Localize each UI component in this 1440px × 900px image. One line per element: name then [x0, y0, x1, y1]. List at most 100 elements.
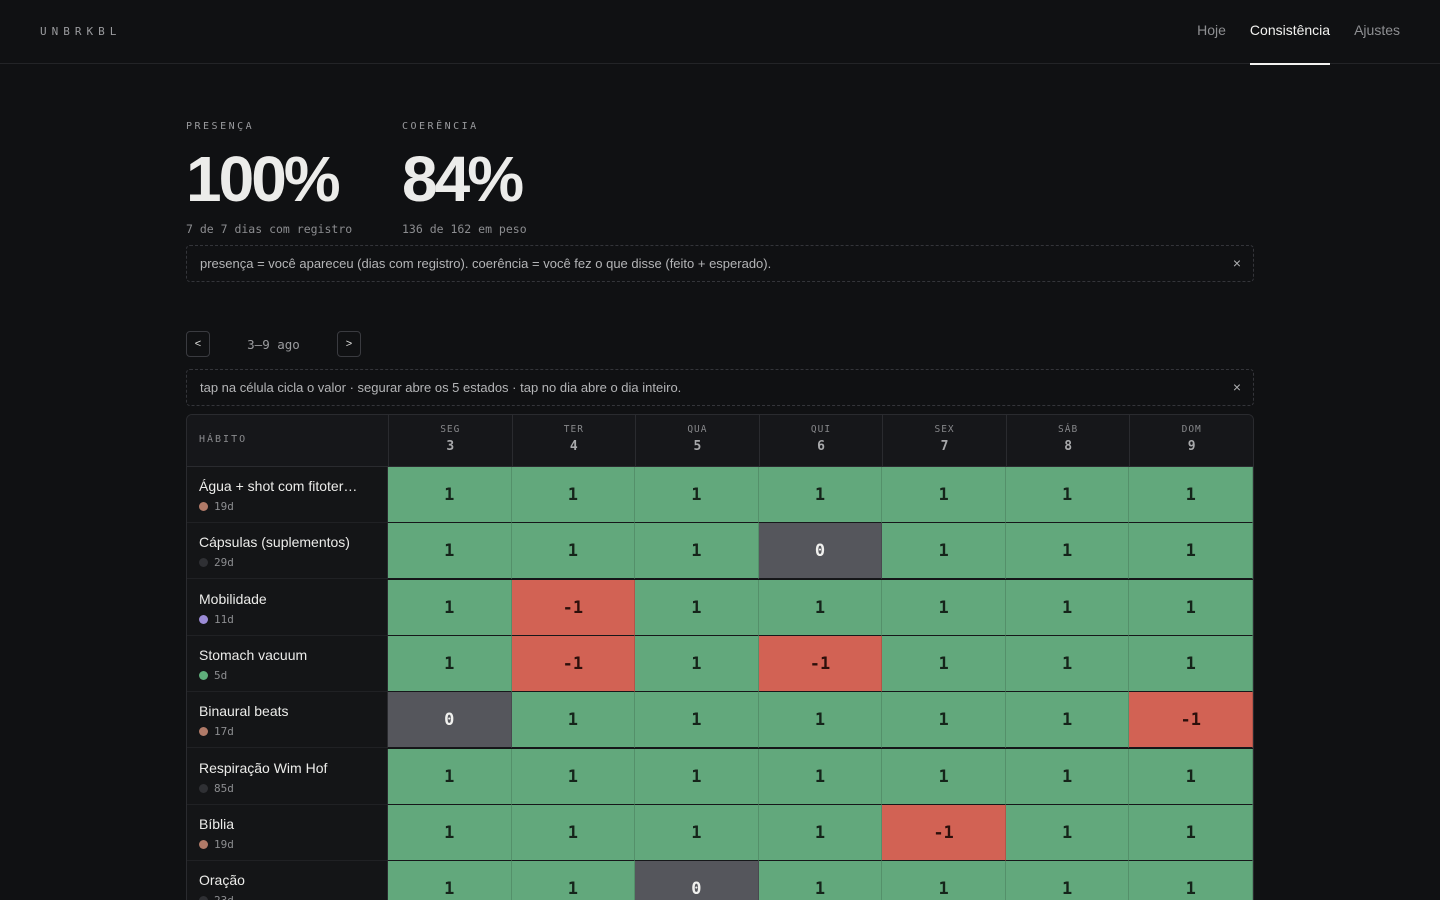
day-weekday: SEX	[934, 424, 955, 435]
day-header[interactable]: SEX 7	[882, 415, 1006, 467]
habit-row: Bíblia 19d 1 1 1 1 -1 1 1	[187, 804, 1253, 861]
habit-grid: HÁBITO SEG 3 TER 4 QUA 5 QUI 6 SEX 7 SÁB 8 DOM 9 Água…	[186, 414, 1254, 900]
habit-label[interactable]: Stomach vacuum 5d	[187, 635, 388, 692]
habit-label[interactable]: Binaural beats 17d	[187, 692, 388, 749]
habit-cell[interactable]: 1	[635, 635, 759, 692]
habit-cell[interactable]: 1	[388, 804, 512, 861]
habit-cell[interactable]: 1	[882, 748, 1006, 805]
habit-cell[interactable]: 1	[758, 467, 883, 523]
habit-cell[interactable]: 1	[1005, 467, 1130, 523]
habit-cell[interactable]: -1	[511, 635, 636, 692]
habit-cell[interactable]: 1	[1005, 748, 1130, 805]
habit-cell[interactable]: 1	[882, 692, 1006, 749]
day-header[interactable]: SEG 3	[388, 415, 512, 467]
stat-subtext: 7 de 7 dias com registro	[186, 222, 353, 236]
habit-cell[interactable]: 1	[635, 748, 759, 805]
habit-cell[interactable]: 1	[758, 579, 883, 636]
habit-cell[interactable]: 1	[511, 467, 636, 523]
habit-cell[interactable]: 1	[758, 748, 883, 805]
habit-cell[interactable]: 1	[882, 523, 1006, 580]
habit-label[interactable]: Mobilidade 11d	[187, 579, 388, 636]
habit-cell[interactable]: 1	[1005, 579, 1130, 636]
habit-cell[interactable]: 1	[882, 635, 1006, 692]
habit-streak: 29d	[199, 556, 234, 569]
close-icon[interactable]: ×	[1232, 255, 1241, 271]
habit-cell[interactable]: 1	[1129, 635, 1253, 692]
day-header[interactable]: QUI 6	[758, 415, 883, 467]
habit-label[interactable]: Bíblia 19d	[187, 804, 388, 861]
habit-cell[interactable]: 1	[1129, 579, 1253, 636]
habit-cell[interactable]: -1	[1129, 692, 1253, 749]
habit-cell[interactable]: 1	[1005, 861, 1130, 900]
habit-cell[interactable]: 1	[635, 692, 759, 749]
streak-count: 17d	[214, 725, 234, 739]
habit-label[interactable]: Respiração Wim Hof 85d	[187, 748, 388, 805]
habit-cell[interactable]: 1	[1129, 523, 1253, 580]
habit-cell[interactable]: 1	[511, 748, 636, 805]
tip-note: tap na célula cicla o valor · segurar ab…	[186, 369, 1254, 406]
stat-label: COERÊNCIA	[402, 121, 479, 132]
habit-cell[interactable]: 1	[388, 635, 512, 692]
habit-cell[interactable]: 1	[635, 467, 759, 523]
color-dot-icon	[199, 502, 208, 511]
nav-hoje[interactable]: Hoje	[1197, 22, 1226, 38]
habit-cell[interactable]: 1	[388, 579, 512, 636]
habit-cell[interactable]: 0	[388, 692, 512, 749]
habit-cell[interactable]: -1	[882, 804, 1006, 861]
habit-cell[interactable]: 1	[388, 467, 512, 523]
habit-label[interactable]: Água + shot com fitoter… 19d	[187, 467, 388, 523]
habit-cell[interactable]: 1	[1129, 467, 1253, 523]
habit-label[interactable]: Cápsulas (suplementos) 29d	[187, 523, 388, 580]
habit-cell[interactable]: 1	[388, 523, 512, 580]
habit-cell[interactable]: 1	[882, 579, 1006, 636]
habit-cell[interactable]: 0	[758, 523, 883, 580]
habit-cell[interactable]: 1	[1005, 635, 1130, 692]
day-header[interactable]: SÁB 8	[1005, 415, 1130, 467]
day-date: 6	[817, 439, 825, 454]
habit-cell[interactable]: -1	[511, 579, 636, 636]
habit-cell[interactable]: 1	[635, 579, 759, 636]
habit-cell[interactable]: 1	[1129, 804, 1253, 861]
habit-row: Respiração Wim Hof 85d 1 1 1 1 1 1 1	[187, 748, 1253, 805]
habit-cell[interactable]: 1	[511, 861, 636, 900]
day-weekday: DOM	[1181, 424, 1202, 435]
habit-cell[interactable]: 1	[758, 861, 883, 900]
next-week-button[interactable]: >	[337, 331, 361, 357]
streak-count: 19d	[214, 500, 234, 513]
habit-streak: 23d	[199, 894, 234, 900]
habit-cell[interactable]: 1	[1005, 692, 1130, 749]
habit-cell[interactable]: 1	[511, 523, 636, 580]
habit-cell[interactable]: 1	[635, 804, 759, 861]
habit-cell[interactable]: 1	[1129, 748, 1253, 805]
habit-cell[interactable]: 1	[388, 861, 512, 900]
habit-cell[interactable]: 1	[758, 692, 883, 749]
habit-cell[interactable]: 1	[1129, 861, 1253, 900]
day-header[interactable]: TER 4	[511, 415, 636, 467]
habit-row: Oração23d1101111	[187, 861, 1253, 900]
stat-presenca: PRESENÇA 100% 7 de 7 dias com registro	[186, 121, 352, 236]
prev-week-button[interactable]: <	[186, 331, 210, 357]
definition-text: presença = você apareceu (dias com regis…	[200, 256, 772, 271]
habit-cell[interactable]: 1	[511, 692, 636, 749]
habit-cell[interactable]: 1	[635, 523, 759, 580]
habit-cell[interactable]: 1	[882, 467, 1006, 523]
nav-consistencia[interactable]: Consistência	[1249, 0, 1331, 65]
close-icon[interactable]: ×	[1232, 379, 1241, 395]
habit-streak: 19d	[199, 500, 234, 513]
habit-cell[interactable]: 1	[1005, 804, 1130, 861]
day-weekday: SEG	[440, 424, 461, 435]
habit-cell[interactable]: -1	[758, 635, 883, 692]
stat-label: PRESENÇA	[186, 121, 255, 132]
habit-cell[interactable]: 1	[511, 804, 636, 861]
stat-value: 100%	[186, 143, 341, 215]
nav-ajustes[interactable]: Ajustes	[1354, 22, 1400, 38]
habit-cell[interactable]: 1	[758, 804, 883, 861]
habit-cell[interactable]: 1	[882, 861, 1006, 900]
habit-cell[interactable]: 1	[1005, 523, 1130, 580]
habit-label[interactable]: Oração 23d	[187, 861, 388, 900]
day-weekday: QUA	[687, 424, 708, 435]
habit-cell[interactable]: 0	[635, 861, 759, 900]
habit-cell[interactable]: 1	[388, 748, 512, 805]
day-header[interactable]: DOM 9	[1129, 415, 1253, 467]
day-header[interactable]: QUA 5	[635, 415, 759, 467]
